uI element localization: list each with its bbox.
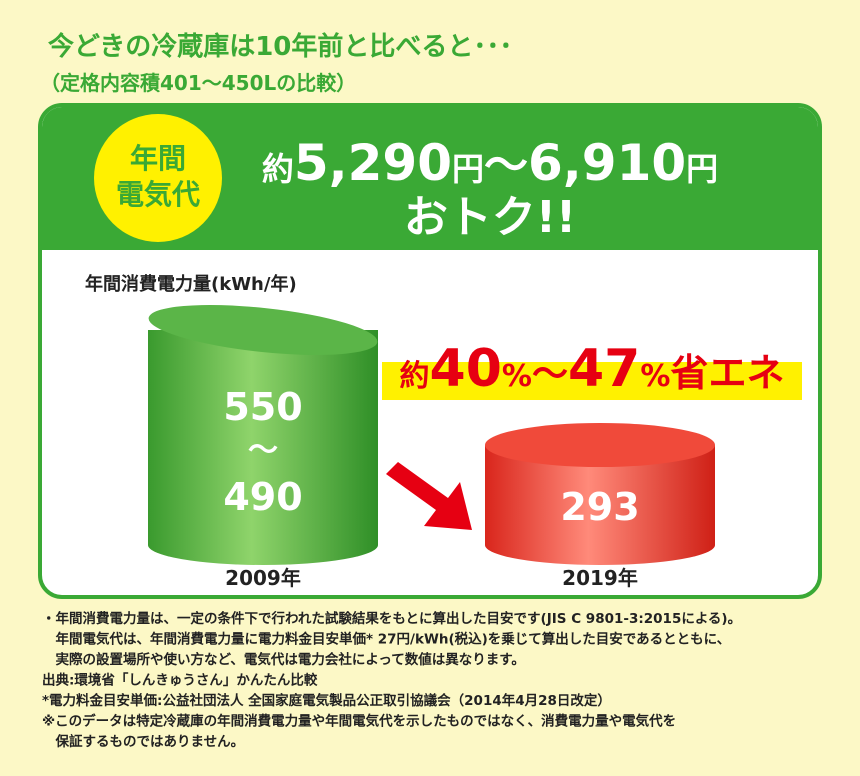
note: 年間電気代は、年間消費電力量に電力料金目安単価* 27円/kWh(税込)を乗じて… — [42, 631, 730, 648]
year-label: 2019年 — [562, 566, 638, 590]
badge — [94, 114, 222, 242]
notes: ・年間消費電力量は、一定の条件下で行われた試験結果をもとに算出した目安です(JI… — [42, 610, 741, 750]
value: 490 — [223, 475, 302, 519]
subtitle: （定格内容積401～450Lの比較） — [40, 71, 356, 95]
badge-text: 電気代 — [116, 178, 200, 211]
note: ・年間消費電力量は、一定の条件下で行われた試験結果をもとに算出した目安です(JI… — [42, 610, 741, 627]
note: 実際の設置場所や使い方など、電気代は電力会社によって数値は異なります。 — [42, 651, 525, 668]
cylinder-new — [485, 445, 715, 565]
savings-line2: おトク!! — [404, 192, 576, 243]
banner — [42, 107, 818, 250]
highlight — [382, 362, 802, 400]
value: 550 — [223, 385, 302, 429]
note: 出典:環境省「しんきゅうさん」かんたん比較 — [42, 672, 318, 689]
note: 保証するものではありません。 — [42, 733, 244, 750]
badge-text: 年間 — [130, 142, 186, 175]
headline: 約40%～47%省エネ — [400, 339, 785, 399]
value: ～ — [248, 433, 278, 468]
cylinder-old — [148, 330, 378, 565]
year-label: 2009年 — [225, 566, 301, 590]
note: *電力料金目安単価:公益社団法人 全国家庭電気製品公正取引協議会（2014年4月… — [42, 692, 611, 709]
value: 293 — [560, 485, 639, 529]
cylinder-old-top — [148, 305, 378, 355]
arrow — [386, 462, 472, 530]
note: ※このデータは特定冷蔵庫の年間消費電力量や年間電気代を示したものではなく、消費電… — [42, 713, 676, 730]
axis-label: 年間消費電力量(kWh/年) — [85, 273, 297, 295]
savings: 約5,290円～6,910円 — [262, 134, 718, 192]
title: 今どきの冷蔵庫は10年前と比べると･･･ — [48, 31, 512, 62]
cylinder-new-top — [485, 423, 715, 467]
